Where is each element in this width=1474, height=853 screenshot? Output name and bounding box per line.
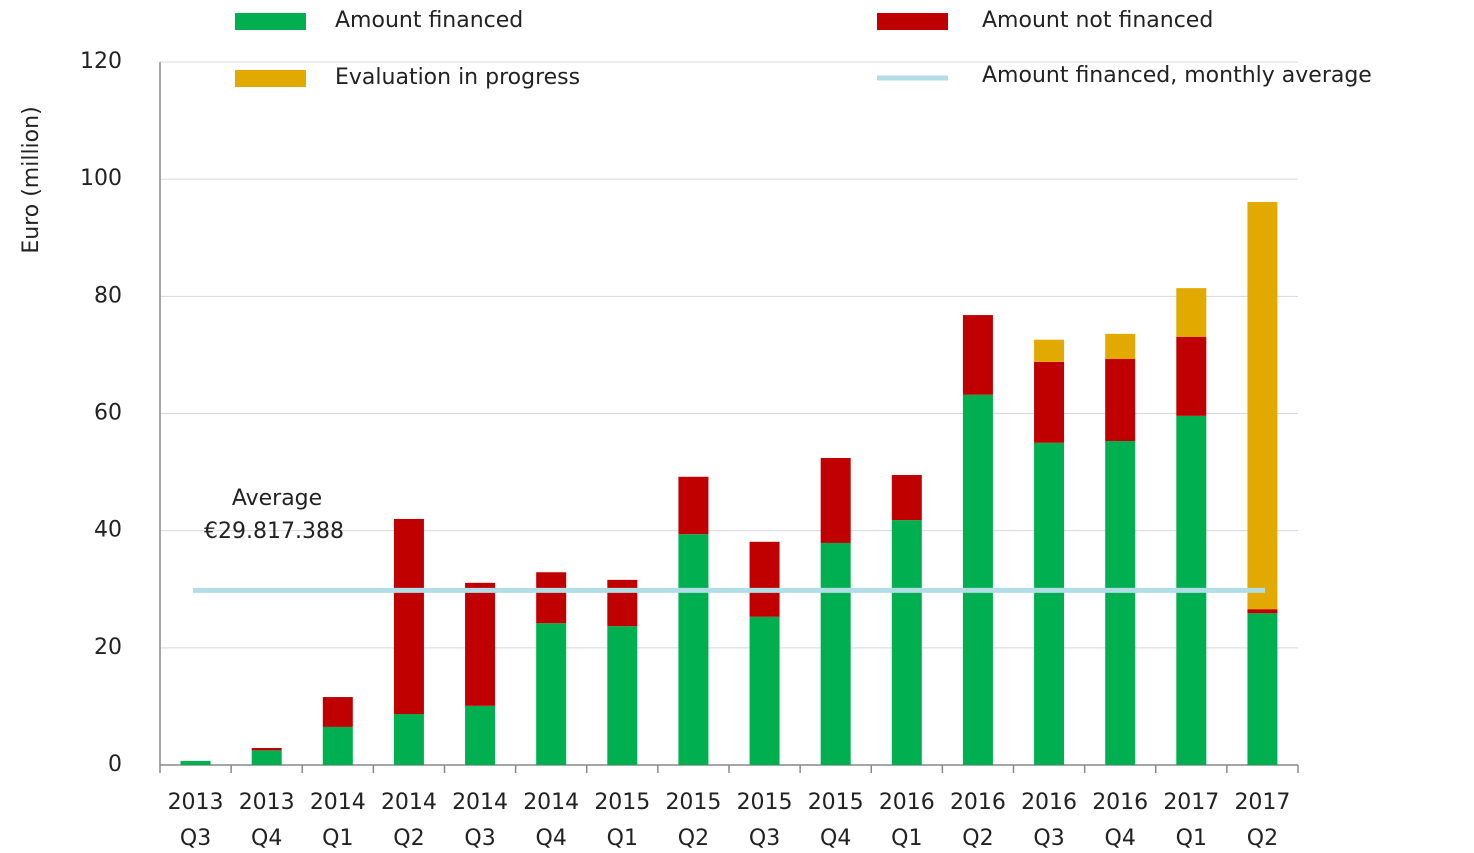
- x-tick-label: 2016 Q2: [950, 790, 1006, 851]
- bar-segment: [1176, 288, 1207, 337]
- bar-segment: [322, 726, 353, 765]
- bar-segment: [251, 750, 282, 765]
- bar-segment: [322, 697, 353, 727]
- average-value-label: €29.817.388: [204, 519, 344, 544]
- x-tick-label: 2015 Q4: [808, 790, 864, 851]
- x-tick-label: 2016 Q4: [1092, 790, 1148, 851]
- x-tick-label: 2017 Q1: [1163, 790, 1219, 851]
- bar-segment: [607, 626, 638, 765]
- x-tick-label: 2015 Q2: [665, 790, 721, 851]
- bar-segment: [678, 476, 709, 535]
- y-tick-label: 20: [94, 635, 122, 660]
- bar-segment: [678, 534, 709, 765]
- bar-segment: [891, 520, 922, 765]
- bar-segment: [465, 705, 496, 765]
- y-tick-label: 60: [94, 401, 122, 426]
- x-tick-label: 2016 Q3: [1021, 790, 1077, 851]
- average-label: Average: [232, 486, 322, 511]
- bar-segment: [393, 518, 424, 715]
- bar-segment: [1247, 613, 1278, 765]
- x-tick-label: 2017 Q2: [1234, 790, 1290, 851]
- bar-segment: [1176, 336, 1207, 416]
- bar-segment: [1105, 441, 1136, 765]
- x-tick-label: 2014 Q2: [381, 790, 437, 851]
- bar-segment: [962, 315, 993, 395]
- bar-segment: [536, 572, 567, 624]
- y-axis-label: Euro (million): [19, 106, 44, 253]
- x-tick-label: 2014 Q3: [452, 790, 508, 851]
- bar-segment: [1034, 361, 1065, 443]
- y-tick-label: 100: [80, 166, 122, 191]
- bar-segment: [607, 579, 638, 627]
- x-tick-label: 2015 Q1: [594, 790, 650, 851]
- bar-segment: [1105, 333, 1136, 360]
- bar-segment: [465, 582, 496, 706]
- bar-segment: [1034, 339, 1065, 362]
- bar-segment: [1034, 442, 1065, 765]
- bar-segment: [393, 714, 424, 765]
- legend-swatch: [877, 13, 948, 30]
- y-tick-label: 80: [94, 283, 122, 308]
- bar-segment: [251, 748, 282, 751]
- bar-segment: [749, 541, 780, 617]
- x-tick-label: 2014 Q4: [523, 790, 579, 851]
- legend-label: Amount financed, monthly average: [982, 63, 1372, 88]
- y-tick-label: 0: [108, 752, 122, 777]
- bar-segment: [536, 623, 567, 765]
- y-tick-label: 120: [80, 49, 122, 74]
- legend-label: Amount financed: [335, 8, 523, 33]
- x-tick-label: 2013 Q4: [239, 790, 295, 851]
- legend-label: Evaluation in progress: [335, 65, 580, 90]
- bar-segment: [820, 542, 851, 765]
- bar-segment: [962, 394, 993, 765]
- bar-segment: [1247, 609, 1278, 614]
- legend-label: Amount not financed: [982, 8, 1213, 33]
- legend-swatch: [235, 70, 306, 87]
- bar-segment: [1105, 359, 1136, 442]
- x-tick-label: 2014 Q1: [310, 790, 366, 851]
- bar-segment: [749, 616, 780, 765]
- x-tick-label: 2013 Q3: [168, 790, 224, 851]
- x-tick-label: 2015 Q3: [737, 790, 793, 851]
- bar-segment: [1247, 202, 1278, 610]
- bar-segment: [180, 760, 211, 765]
- bar-segment: [820, 458, 851, 543]
- x-tick-label: 2016 Q1: [879, 790, 935, 851]
- bar-segment: [891, 475, 922, 521]
- y-tick-label: 40: [94, 518, 122, 543]
- legend-swatch: [235, 13, 306, 30]
